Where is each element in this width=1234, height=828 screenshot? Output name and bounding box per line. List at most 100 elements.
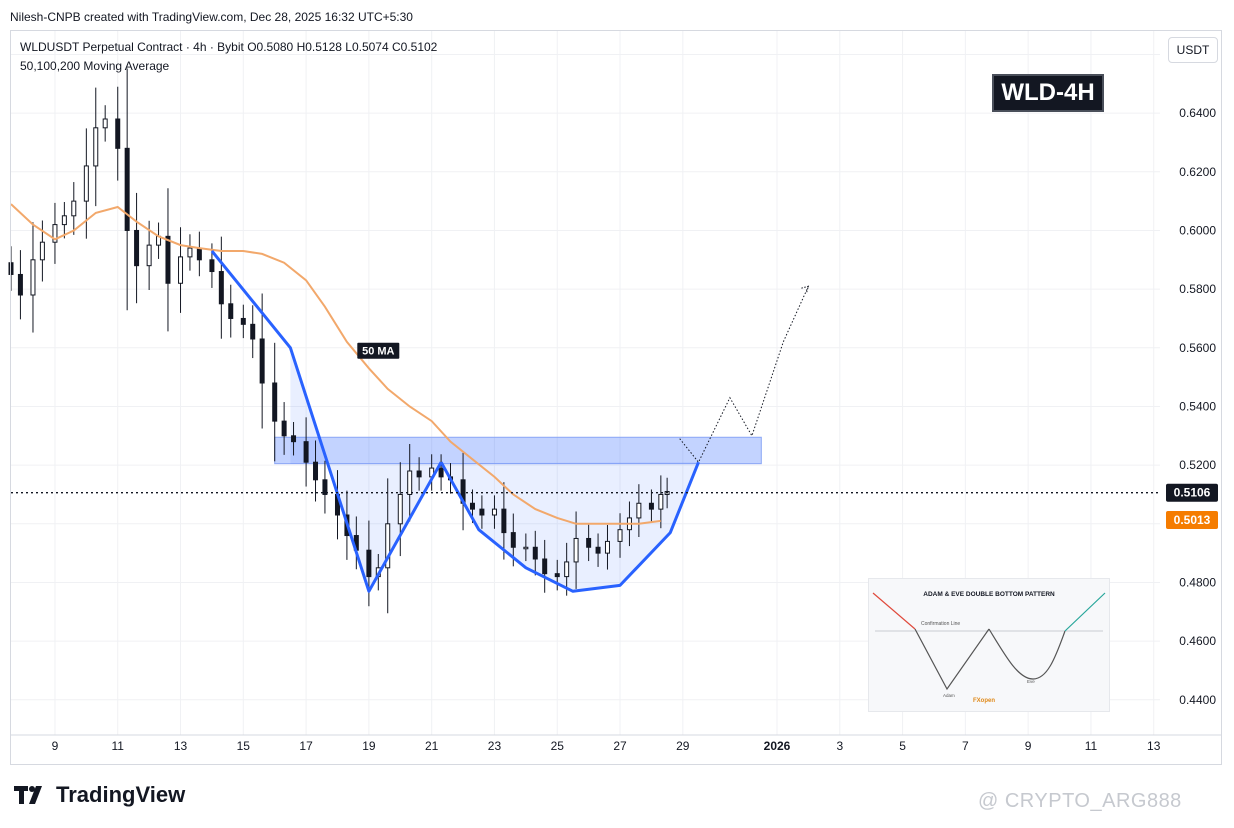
inset-title: ADAM & EVE DOUBLE BOTTOM PATTERN bbox=[923, 591, 1055, 598]
inset-adam-shape bbox=[914, 628, 990, 691]
x-axis-tick-label: 2026 bbox=[764, 739, 791, 753]
indicator-legend[interactable]: 50,100,200 Moving Average bbox=[20, 59, 170, 73]
x-axis-tick-label: 17 bbox=[299, 739, 313, 753]
projection-arrowhead bbox=[801, 285, 810, 294]
timeframe-badge: WLD-4H bbox=[992, 74, 1104, 112]
candle-body bbox=[542, 558, 548, 575]
candle-body bbox=[209, 259, 215, 273]
y-axis-tick-label: 0.6000 bbox=[1179, 223, 1216, 237]
inset-diagram bbox=[872, 592, 1106, 691]
candle-body bbox=[469, 502, 475, 510]
candle-body bbox=[291, 435, 297, 443]
x-axis-tick-label: 23 bbox=[488, 739, 502, 753]
candle-body bbox=[115, 118, 121, 149]
candle-body bbox=[240, 317, 246, 325]
watermark: @ CRYPTO_ARG888 bbox=[978, 790, 1182, 812]
candle-body bbox=[510, 532, 516, 548]
candle-body bbox=[93, 127, 99, 167]
candle-body bbox=[313, 461, 319, 481]
resistance-zone bbox=[274, 436, 762, 465]
candle-body bbox=[385, 523, 391, 569]
inset-eve-shape bbox=[988, 628, 1066, 680]
y-axis-tick-label: 0.4600 bbox=[1179, 634, 1216, 648]
candle-body bbox=[658, 493, 664, 510]
candle-body bbox=[281, 420, 287, 437]
candle-body bbox=[564, 561, 570, 578]
y-axis-tick-label: 0.5400 bbox=[1179, 399, 1216, 413]
y-axis-tick-label: 0.4800 bbox=[1179, 575, 1216, 589]
x-axis-tick-label: 27 bbox=[613, 739, 627, 753]
candle-body bbox=[366, 549, 372, 578]
candle-body bbox=[30, 259, 36, 296]
inset-confirmation-label: Confirmation Line bbox=[921, 621, 961, 627]
ma-label-badge bbox=[357, 342, 400, 359]
candle-body bbox=[228, 303, 234, 319]
x-axis-tick-label: 7 bbox=[962, 739, 969, 753]
candle-body bbox=[102, 118, 108, 129]
candle-body bbox=[604, 540, 610, 554]
candle-body bbox=[532, 546, 538, 560]
ma-label: 50 MA bbox=[362, 346, 394, 358]
ma-price-tag-label: 0.5013 bbox=[1174, 513, 1211, 527]
candle-body bbox=[479, 508, 485, 516]
candle-body bbox=[573, 537, 579, 563]
candle-body bbox=[178, 256, 184, 284]
y-axis-tick-label: 0.5800 bbox=[1179, 282, 1216, 296]
candle-body bbox=[187, 247, 193, 258]
x-axis-tick-label: 21 bbox=[425, 739, 439, 753]
candle-body bbox=[407, 470, 413, 495]
x-axis-tick-label: 13 bbox=[174, 739, 188, 753]
candle-body bbox=[52, 224, 58, 243]
candle-body bbox=[165, 235, 171, 284]
y-axis-tick-label: 0.4400 bbox=[1179, 693, 1216, 707]
candle-body bbox=[397, 493, 403, 525]
candle-body bbox=[71, 200, 77, 217]
x-axis-tick-label: 3 bbox=[836, 739, 843, 753]
chart-frame bbox=[10, 30, 1222, 765]
pattern-reference-inset: ADAM & EVE DOUBLE BOTTOM PATTERN Confirm… bbox=[868, 578, 1110, 712]
candle-body bbox=[491, 508, 497, 516]
x-axis-tick-label: 9 bbox=[52, 739, 59, 753]
current-price-tag bbox=[1166, 483, 1218, 502]
candle-body bbox=[586, 537, 592, 548]
inset-downtrend bbox=[872, 592, 916, 630]
tradingview-logo-icon bbox=[14, 786, 42, 804]
author-line: Nilesh-CNPB created with TradingView.com… bbox=[10, 10, 413, 24]
ma-price-tag bbox=[1166, 510, 1218, 529]
x-axis-tick-label: 19 bbox=[362, 739, 376, 753]
y-axis-tick-label: 0.5200 bbox=[1179, 458, 1216, 472]
candle-body bbox=[17, 273, 23, 296]
tradingview-logo: TradingView bbox=[14, 782, 185, 808]
ma50-line bbox=[10, 203, 661, 525]
candle-body bbox=[39, 241, 45, 261]
x-axis-tick-label: 5 bbox=[899, 739, 906, 753]
y-axis-tick-label: 0.6400 bbox=[1179, 106, 1216, 120]
current-price-tag-label: 0.5106 bbox=[1174, 486, 1211, 500]
pattern-fill bbox=[290, 347, 699, 592]
symbol-legend[interactable]: WLDUSDT Perpetual Contract · 4h · Bybit … bbox=[20, 40, 438, 54]
x-axis-tick-label: 15 bbox=[237, 739, 251, 753]
candle-body bbox=[259, 338, 265, 384]
candle-body bbox=[648, 502, 654, 510]
projection-path bbox=[679, 285, 809, 464]
y-axis-tick-label: 0.6200 bbox=[1179, 165, 1216, 179]
inset-adam-label: Adam bbox=[943, 693, 955, 698]
candle-body bbox=[322, 479, 328, 495]
y-axis-tick-label: 0.5600 bbox=[1179, 341, 1216, 355]
inset-brand: FXopen bbox=[973, 698, 995, 704]
candle-body bbox=[250, 323, 256, 340]
candle-body bbox=[83, 165, 89, 202]
x-axis-tick-label: 13 bbox=[1147, 739, 1161, 753]
candle-body bbox=[8, 262, 14, 275]
candle-body bbox=[124, 147, 130, 231]
eve-pattern-curve bbox=[439, 461, 700, 593]
currency-button[interactable]: USDT bbox=[1168, 37, 1218, 63]
tradingview-logo-text: TradingView bbox=[56, 782, 186, 807]
candle-body bbox=[523, 546, 529, 550]
x-axis-tick-label: 29 bbox=[676, 739, 690, 753]
candle-body bbox=[636, 502, 642, 519]
candle-body bbox=[61, 215, 67, 226]
candle-body bbox=[595, 546, 601, 554]
inset-breakout bbox=[1064, 592, 1106, 632]
